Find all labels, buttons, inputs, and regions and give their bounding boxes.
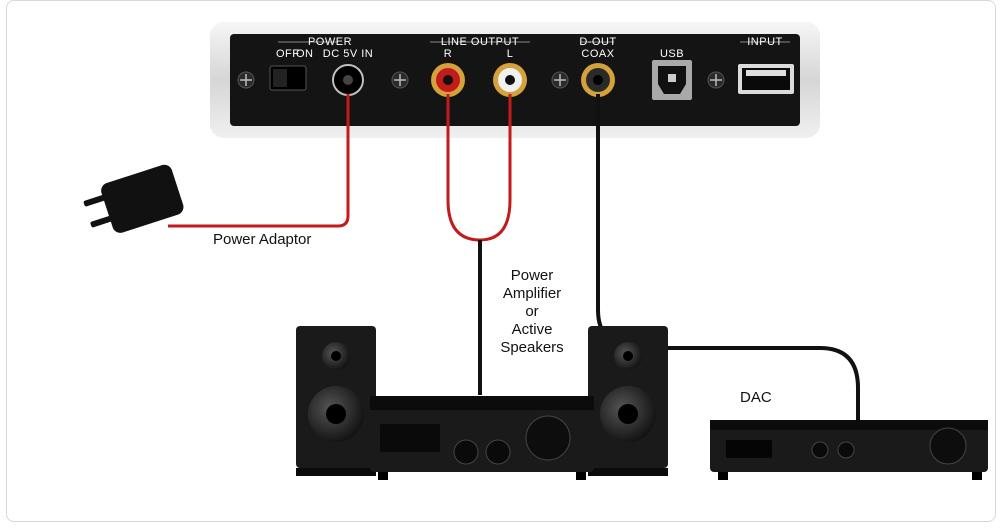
label-power: POWER [308,36,352,48]
label-amplifier: Power Amplifier or Active Speakers [500,267,563,356]
label-dout: D-OUT [579,36,616,48]
svg-text:Amplifier: Amplifier [503,285,561,302]
label-on: ON [296,48,314,60]
amplifier-icon [370,396,594,480]
svg-text:Power: Power [511,267,554,284]
label-usb: USB [660,48,684,60]
rca-r-jack [431,63,465,97]
dc-jack [333,65,363,95]
screw-icon [708,72,724,88]
power-switch [270,66,306,90]
svg-text:Active: Active [512,321,553,338]
rca-l-jack [493,63,527,97]
label-dc: DC 5V IN [323,48,373,60]
screw-icon [238,72,254,88]
screw-icon [552,72,568,88]
speaker-left-icon [296,326,376,476]
label-l: L [507,48,514,60]
label-dac: DAC [740,389,772,406]
coax-jack [581,63,615,97]
diagram-svg: POWER OFF ON DC 5V IN LINE OUTPUT R L D-… [0,0,1000,529]
label-power-adaptor: Power Adaptor [213,231,311,248]
device-body: POWER OFF ON DC 5V IN LINE OUTPUT R L D-… [210,22,820,138]
dac-icon [710,420,988,480]
usb-b-port [652,60,692,100]
power-adaptor-icon [80,163,190,242]
label-r: R [444,48,452,60]
label-input: INPUT [747,36,783,48]
label-coax: COAX [581,48,614,60]
speaker-right-icon [588,326,668,476]
svg-text:or: or [525,303,538,320]
svg-text:Speakers: Speakers [500,339,563,356]
label-line-output: LINE OUTPUT [441,36,519,48]
screw-icon [392,72,408,88]
usb-a-port [738,64,794,94]
